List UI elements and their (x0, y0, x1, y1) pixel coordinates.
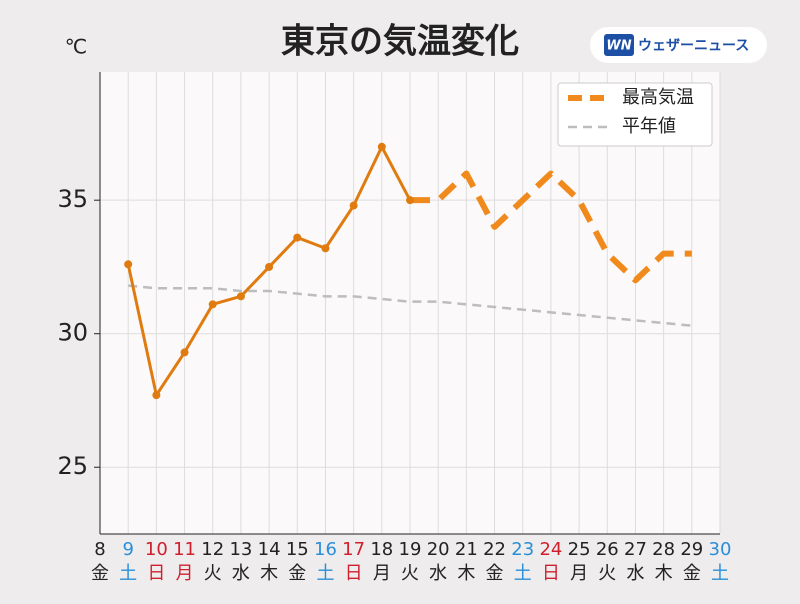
observed-point (293, 233, 302, 242)
weekday-label: 月 (373, 563, 391, 584)
weekday-label: 日 (147, 563, 165, 584)
weekday-label: 火 (401, 563, 419, 584)
x-tick-label: 28 (652, 539, 675, 560)
x-tick-label: 20 (427, 539, 450, 560)
weekday-label: 土 (514, 563, 532, 584)
observed-point (180, 348, 189, 357)
x-tick-label: 27 (624, 539, 647, 560)
weekday-label: 木 (655, 563, 673, 584)
normal-line (128, 284, 692, 327)
weekday-label: 日 (345, 563, 363, 584)
x-tick-label: 19 (399, 539, 422, 560)
weekday-label: 水 (626, 563, 644, 584)
x-tick-label: 22 (483, 539, 506, 560)
x-tick-label: 9 (122, 539, 133, 560)
weekday-label: 金 (683, 563, 701, 584)
x-tick-label: 25 (568, 539, 591, 560)
weekday-label: 水 (232, 563, 250, 584)
x-tick-label: 30 (709, 539, 732, 560)
x-tick-label: 21 (455, 539, 478, 560)
weekday-label: 金 (288, 563, 306, 584)
x-tick-label: 11 (173, 539, 196, 560)
observed-point (265, 262, 274, 271)
x-tick-label: 18 (370, 539, 393, 560)
observed-point (208, 300, 217, 309)
weekday-label: 木 (457, 563, 475, 584)
x-tick-label: 14 (258, 539, 281, 560)
labels: 8金9土10日11月12火13水14木15金16土17日18月19火20水21木… (57, 185, 731, 584)
brand-logo: WN ウェザーニュース (590, 27, 767, 63)
x-tick-label: 23 (511, 539, 534, 560)
x-tick-label: 13 (229, 539, 252, 560)
x-tick-label: 26 (596, 539, 619, 560)
weekday-label: 水 (429, 563, 447, 584)
observed-point (349, 201, 358, 210)
y-tick-label: 35 (57, 185, 88, 213)
x-tick-label: 17 (342, 539, 365, 560)
legend-label: 最高気温 (622, 87, 694, 108)
x-tick-label: 29 (680, 539, 703, 560)
forecast-line (410, 170, 692, 284)
marks (124, 142, 692, 400)
weekday-label: 日 (542, 563, 560, 584)
observed-point (321, 244, 330, 253)
chart-title: 東京の気温変化 (281, 22, 519, 62)
weekday-label: 火 (598, 563, 616, 584)
weekday-label: 土 (711, 563, 729, 584)
observed-point (377, 142, 386, 151)
y-tick-label: 30 (57, 319, 88, 347)
x-tick-label: 12 (201, 539, 224, 560)
grid (99, 72, 721, 534)
observed-point (124, 260, 133, 269)
observed-point (236, 292, 245, 301)
weekday-label: 金 (486, 563, 504, 584)
x-tick-label: 10 (145, 539, 168, 560)
weekday-label: 火 (204, 563, 222, 584)
weekday-label: 月 (176, 563, 194, 584)
weekday-label: 土 (119, 563, 137, 584)
weekday-label: 月 (570, 563, 588, 584)
brand-name: ウェザーニュース (638, 38, 749, 54)
observed-point (406, 196, 414, 205)
weekday-label: 金 (91, 563, 109, 584)
x-tick-label: 24 (539, 539, 562, 560)
legend-label: 平年値 (622, 116, 676, 137)
x-tick-label: 8 (94, 539, 105, 560)
unit-label: ℃ (65, 35, 87, 59)
brand-mark: WN (606, 39, 631, 54)
weekday-label: 土 (316, 563, 334, 584)
weekday-label: 木 (260, 563, 278, 584)
y-tick-label: 25 (57, 452, 88, 480)
x-tick-label: 15 (286, 539, 309, 560)
x-tick-label: 16 (314, 539, 337, 560)
observed-point (152, 391, 161, 400)
